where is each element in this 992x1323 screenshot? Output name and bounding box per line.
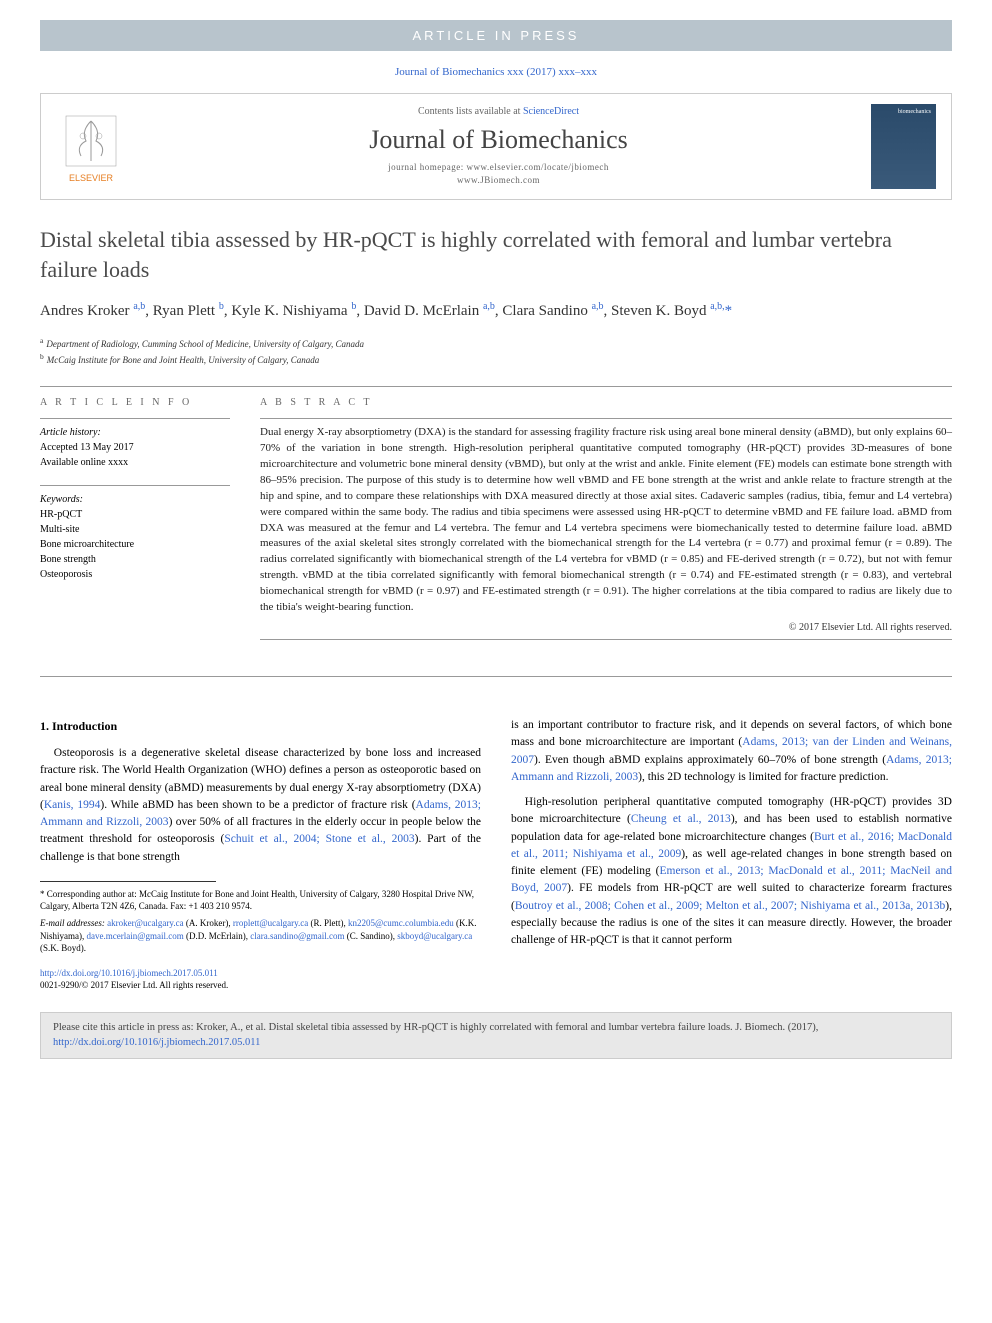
article-body: Distal skeletal tibia assessed by HR-pQC… [40,225,952,992]
online-date: Available online xxxx [40,455,230,470]
email-link[interactable]: dave.mcerlain@gmail.com [87,931,184,941]
homepage-url-2: www.JBiomech.com [457,175,540,185]
separator [40,386,952,387]
footnote-block: * Corresponding author at: McCaig Instit… [40,881,481,992]
ref-link[interactable]: Boutroy et al., 2008; Cohen et al., 2009… [515,900,945,912]
body-columns: 1. Introduction Osteoporosis is a degene… [40,717,952,992]
mini-separator [40,418,230,419]
keyword: Osteoporosis [40,567,230,582]
intro-paragraph-2: is an important contributor to fracture … [511,717,952,786]
citation-line: Journal of Biomechanics xxx (2017) xxx–x… [0,66,992,78]
contents-line: Contents lists available at ScienceDirec… [141,106,856,117]
homepage-label: journal homepage: [388,162,466,172]
cover-title: biomechanics [898,109,931,115]
mini-separator [40,485,230,486]
text: ). While aBMD has been shown to be a pre… [100,799,415,811]
doi-block: http://dx.doi.org/10.1016/j.jbiomech.201… [40,967,481,992]
keyword: Bone strength [40,552,230,567]
mini-separator [260,418,952,419]
journal-center: Contents lists available at ScienceDirec… [141,106,856,186]
doi-link[interactable]: http://dx.doi.org/10.1016/j.jbiomech.201… [40,968,218,978]
accepted-date: Accepted 13 May 2017 [40,440,230,455]
history-block: Article history: Accepted 13 May 2017 Av… [40,425,230,470]
email-link[interactable]: rroplett@ucalgary.ca [233,918,308,928]
sciencedirect-link[interactable]: ScienceDirect [523,106,579,117]
text: ), this 2D technology is limited for fra… [638,771,888,783]
cite-this-article-box: Please cite this article in press as: Kr… [40,1012,952,1059]
article-info-column: A R T I C L E I N F O Article history: A… [40,397,230,646]
email-label: E-mail addresses: [40,918,107,928]
abstract-text: Dual energy X-ray absorptiometry (DXA) i… [260,425,952,616]
keyword: HR-pQCT [40,507,230,522]
ref-link[interactable]: Schuit et al., 2004; Stone et al., 2003 [224,833,414,845]
email-link[interactable]: skboyd@ucalgary.ca [397,931,472,941]
article-info-head: A R T I C L E I N F O [40,397,230,408]
journal-header-box: ELSEVIER Contents lists available at Sci… [40,93,952,200]
ref-link[interactable]: Kanis, 1994 [44,799,101,811]
footnotes: * Corresponding author at: McCaig Instit… [40,888,481,955]
corresponding-author: * Corresponding author at: McCaig Instit… [40,888,481,913]
journal-cover-thumbnail: biomechanics [871,104,936,189]
affiliations: aDepartment of Radiology, Cumming School… [40,335,952,368]
history-label: Article history: [40,425,230,440]
footnote-separator [40,881,216,882]
ref-link[interactable]: Cheung et al., 2013 [631,813,731,825]
keyword: Multi-site [40,522,230,537]
separator [40,676,952,677]
keyword: Bone microarchitecture [40,537,230,552]
article-in-press-banner: ARTICLE IN PRESS [40,20,952,51]
elsevier-logo: ELSEVIER [56,107,126,187]
email-link[interactable]: akroker@ucalgary.ca [107,918,183,928]
cite-text: Please cite this article in press as: Kr… [53,1022,818,1033]
keywords-block: Keywords: HR-pQCTMulti-siteBone microarc… [40,492,230,582]
email-link[interactable]: kn2205@cumc.columbia.edu [348,918,454,928]
mini-separator [260,639,952,640]
elsevier-tree-icon [61,111,121,171]
emails: E-mail addresses: akroker@ucalgary.ca (A… [40,917,481,955]
email-link[interactable]: clara.sandino@gmail.com [250,931,344,941]
text: ). Even though aBMD explains approximate… [534,754,886,766]
journal-name: Journal of Biomechanics [141,125,856,155]
intro-paragraph-3: High-resolution peripheral quantitative … [511,794,952,949]
abstract-head: A B S T R A C T [260,397,952,408]
introduction-heading: 1. Introduction [40,717,481,735]
keywords-list: HR-pQCTMulti-siteBone microarchitectureB… [40,507,230,582]
abstract-copyright: © 2017 Elsevier Ltd. All rights reserved… [260,622,952,633]
issn-copyright: 0021-9290/© 2017 Elsevier Ltd. All right… [40,980,228,990]
contents-prefix: Contents lists available at [418,106,523,117]
keywords-label: Keywords: [40,492,230,507]
cite-doi-link[interactable]: http://dx.doi.org/10.1016/j.jbiomech.201… [53,1037,260,1048]
article-title: Distal skeletal tibia assessed by HR-pQC… [40,225,952,284]
authors-list: Andres Kroker a,b, Ryan Plett b, Kyle K.… [40,299,952,323]
homepage-line: journal homepage: www.elsevier.com/locat… [141,161,856,186]
intro-paragraph-1: Osteoporosis is a degenerative skeletal … [40,745,481,866]
info-abstract-row: A R T I C L E I N F O Article history: A… [40,397,952,646]
homepage-url-1: www.elsevier.com/locate/jbiomech [467,162,609,172]
elsevier-text: ELSEVIER [69,173,113,183]
abstract-column: A B S T R A C T Dual energy X-ray absorp… [260,397,952,646]
